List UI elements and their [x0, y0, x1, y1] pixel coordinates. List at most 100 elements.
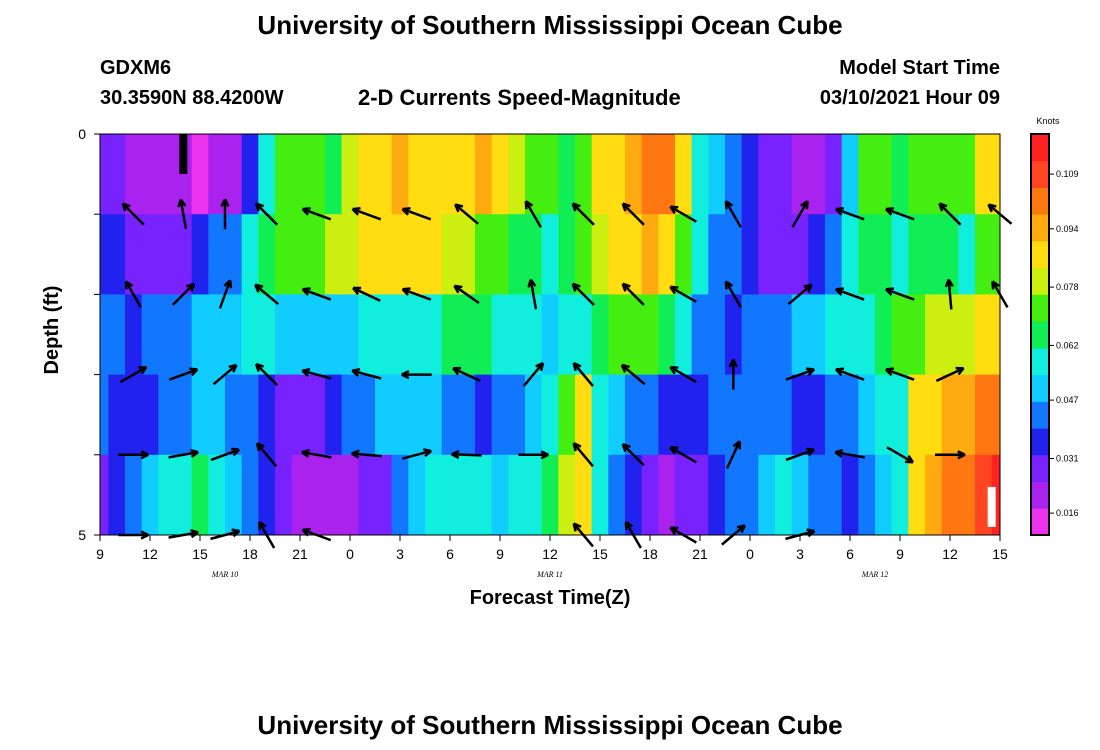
heatmap-cell — [725, 294, 743, 375]
heatmap-cell — [408, 214, 426, 295]
heatmap-cell — [275, 454, 293, 536]
y-axis-label: Depth (ft) — [41, 286, 63, 375]
current-arrow — [725, 440, 742, 469]
heatmap-cell — [175, 134, 193, 215]
heatmap-cell — [425, 454, 443, 536]
x-tick-label: 3 — [796, 546, 804, 562]
heatmap-cell — [175, 374, 193, 456]
heatmap-cell — [741, 454, 759, 536]
heatmap-cell — [675, 374, 693, 456]
heatmap-cell — [508, 134, 526, 215]
colorbar-tick-label: 0.062 — [1056, 340, 1079, 350]
heatmap-cell — [141, 134, 159, 215]
heatmap-cell — [425, 134, 443, 215]
heatmap-cell — [525, 454, 543, 536]
current-arrow — [834, 448, 865, 459]
heatmap-cell — [558, 374, 576, 456]
heatmap-cell — [325, 374, 343, 456]
heatmap-cell — [741, 214, 759, 295]
station-coords: 30.3590N 88.4200W — [100, 87, 284, 109]
heatmap-cell — [925, 374, 943, 456]
heatmap-cell — [608, 134, 626, 215]
heatmap-cell — [925, 214, 943, 295]
heatmap-cell — [791, 374, 809, 456]
colorbar-swatch — [1031, 321, 1049, 349]
heatmap-cell — [558, 294, 576, 375]
heatmap-cell — [291, 214, 309, 295]
y-axis: 05 — [78, 126, 100, 543]
x-tick-label: 6 — [846, 546, 854, 562]
heatmap-cell — [358, 134, 376, 215]
heatmap-cell — [508, 374, 526, 456]
heatmap-cell — [858, 374, 876, 456]
model-start-label: Model Start Time — [839, 57, 1000, 79]
heatmap-cell — [458, 454, 476, 536]
heatmap-cell — [891, 454, 909, 536]
heatmap-cell — [158, 374, 176, 456]
heatmap-cell — [275, 374, 293, 456]
heatmap-cell — [558, 134, 576, 215]
heatmap-cell — [791, 454, 809, 536]
heatmap-cell — [625, 214, 643, 295]
current-arrow — [935, 450, 966, 460]
heatmap-cell — [958, 454, 976, 536]
heatmap-cell — [175, 214, 193, 295]
heatmap-cell — [125, 134, 143, 215]
heatmap-cell — [458, 294, 476, 375]
heatmap-cell — [358, 374, 376, 456]
heatmap-cell — [341, 294, 359, 375]
heatmap-cell — [375, 214, 393, 295]
heatmap-cell — [958, 134, 976, 215]
x-tick-label: 0 — [746, 546, 754, 562]
heatmap-cell — [991, 454, 1001, 536]
current-arrow — [524, 200, 542, 228]
x-tick-label: 18 — [242, 546, 258, 562]
heatmap-cell — [341, 134, 359, 215]
heatmap-cell — [125, 374, 143, 456]
heatmap-cell — [975, 294, 993, 375]
current-arrow — [452, 366, 481, 383]
heatmap-cell — [791, 294, 809, 375]
heatmap-cell — [408, 134, 426, 215]
current-arrow — [210, 447, 240, 462]
current-arrow — [935, 366, 965, 383]
current-arrow — [572, 361, 594, 387]
heatmap-cell — [391, 294, 409, 375]
heatmap-cell — [958, 374, 976, 456]
heatmap-cell — [541, 294, 559, 375]
heatmap-cell — [441, 214, 459, 295]
x-tick-label: 12 — [542, 546, 558, 562]
heatmap-cell — [341, 454, 359, 536]
heatmap-cell — [625, 294, 643, 375]
heatmap-cell — [225, 294, 243, 375]
heatmap-cell — [708, 214, 726, 295]
current-arrow — [571, 202, 595, 226]
heatmap-cell — [858, 294, 876, 375]
heatmap-cell — [625, 454, 643, 536]
current-arrow — [621, 443, 645, 467]
heatmap-cell — [641, 374, 659, 456]
current-arrow — [787, 283, 813, 305]
heatmap-cell — [941, 374, 959, 456]
heatmap-cell — [858, 454, 876, 536]
heatmap-cell — [441, 294, 459, 375]
heatmap-cell — [691, 294, 709, 375]
heatmap-cell — [991, 294, 1001, 375]
heatmap-cell — [875, 454, 893, 536]
heatmap-cell — [525, 374, 543, 456]
heatmap-cell — [358, 454, 376, 536]
heatmap-cell — [775, 454, 793, 536]
colorbar-tick-label: 0.047 — [1056, 395, 1079, 405]
heatmap-cell — [775, 134, 793, 215]
markers — [179, 134, 996, 527]
x-tick-label: 15 — [992, 546, 1008, 562]
heatmap-cell — [758, 294, 776, 375]
heatmap-cell — [691, 374, 709, 456]
heatmap-cell — [308, 134, 326, 215]
heatmap-cell — [191, 454, 209, 536]
heatmap-cell — [191, 134, 209, 215]
heatmap-cell — [191, 294, 209, 375]
heatmap-cell — [425, 374, 443, 456]
heatmap-cell — [841, 134, 859, 215]
heatmap-cell — [341, 374, 359, 456]
